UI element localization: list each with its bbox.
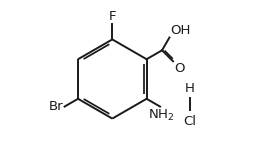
Text: OH: OH [170, 24, 191, 37]
Text: O: O [174, 62, 184, 75]
Text: Cl: Cl [183, 115, 196, 128]
Text: Br: Br [49, 100, 64, 113]
Text: NH$_2$: NH$_2$ [148, 108, 174, 123]
Text: F: F [109, 10, 116, 23]
Text: H: H [185, 82, 195, 94]
